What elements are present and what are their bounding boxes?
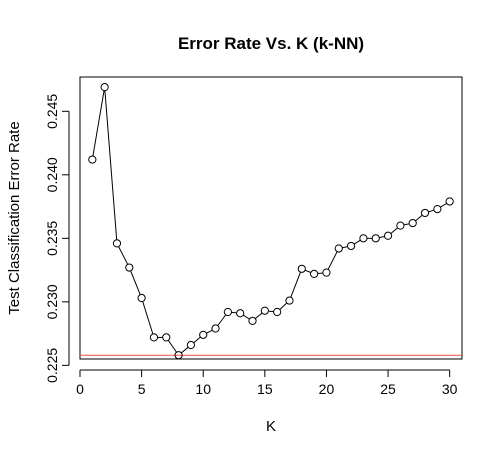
series-segment	[353, 239, 361, 245]
series-segment	[104, 90, 118, 240]
data-point	[310, 269, 319, 278]
y-axis-label: Test Classification Error Rate	[6, 121, 23, 314]
data-point	[248, 316, 257, 325]
data-point	[445, 197, 454, 206]
series-segment	[167, 340, 177, 353]
data-point	[408, 218, 417, 228]
series-segment	[231, 311, 237, 314]
series-segment	[142, 301, 154, 335]
data-point	[396, 221, 405, 230]
x-axis: 0 5 10 15 20 25 30	[76, 369, 458, 397]
series-segment	[118, 246, 129, 265]
series-segment	[254, 312, 263, 319]
series-segment	[403, 223, 410, 226]
data-point	[211, 324, 220, 333]
data-point	[285, 296, 294, 305]
series-segment	[379, 236, 385, 239]
x-axis-label: K	[266, 418, 276, 435]
series-segment	[415, 214, 423, 222]
series-segment	[390, 227, 398, 234]
series-segment	[130, 270, 141, 295]
y-tick-label: 0.245	[44, 94, 60, 129]
x-tick-label: 15	[257, 381, 273, 397]
series-segment	[327, 251, 338, 270]
y-tick-label: 0.235	[44, 221, 60, 256]
series-segment	[440, 202, 447, 208]
data-point	[273, 307, 282, 317]
x-tick-label: 10	[195, 381, 211, 397]
data-point	[199, 330, 208, 339]
series-segment	[428, 209, 435, 213]
y-tick-label: 0.230	[44, 284, 60, 319]
x-tick-label: 25	[380, 381, 396, 397]
data-point	[137, 293, 146, 303]
data-point	[420, 208, 430, 218]
series-segment	[279, 302, 288, 310]
data-point	[433, 205, 442, 214]
y-tick-label: 0.240	[44, 157, 60, 192]
series-segment	[217, 314, 227, 326]
data-point	[322, 268, 331, 277]
data-point	[88, 155, 97, 164]
data-point	[334, 244, 343, 253]
data-point	[174, 351, 183, 360]
series-segment	[193, 336, 201, 344]
data-point	[125, 263, 134, 272]
series-segment	[242, 314, 250, 320]
data-point	[371, 234, 380, 243]
series-segment	[290, 271, 301, 298]
chart-title: Error Rate Vs. K (k-NN)	[178, 34, 364, 53]
x-tick-label: 20	[319, 381, 335, 397]
series-segment	[206, 329, 213, 334]
data-point	[186, 340, 196, 350]
data-point	[223, 307, 232, 317]
x-tick-label: 5	[138, 381, 146, 397]
data-point	[149, 333, 159, 342]
y-axis: 0.225 0.230 0.235 0.240 0.245	[44, 94, 70, 383]
data-point	[112, 239, 122, 248]
series-segment	[317, 272, 323, 275]
series-segment	[268, 310, 274, 313]
x-tick-label: 30	[442, 381, 458, 397]
data-point	[162, 333, 171, 342]
series-segment	[304, 269, 311, 273]
data-point	[100, 83, 109, 92]
x-tick-label: 0	[76, 381, 84, 397]
plot-area	[80, 83, 462, 360]
series-segment	[92, 90, 105, 157]
data-point	[260, 306, 269, 315]
series-segment	[181, 346, 189, 354]
data-point	[383, 231, 393, 240]
data-point	[236, 309, 245, 318]
plot-frame	[79, 76, 463, 360]
series-segment	[342, 246, 348, 249]
data-point	[297, 264, 306, 273]
data-point	[359, 234, 368, 243]
y-tick-label: 0.225	[44, 348, 60, 383]
data-point	[346, 241, 356, 251]
